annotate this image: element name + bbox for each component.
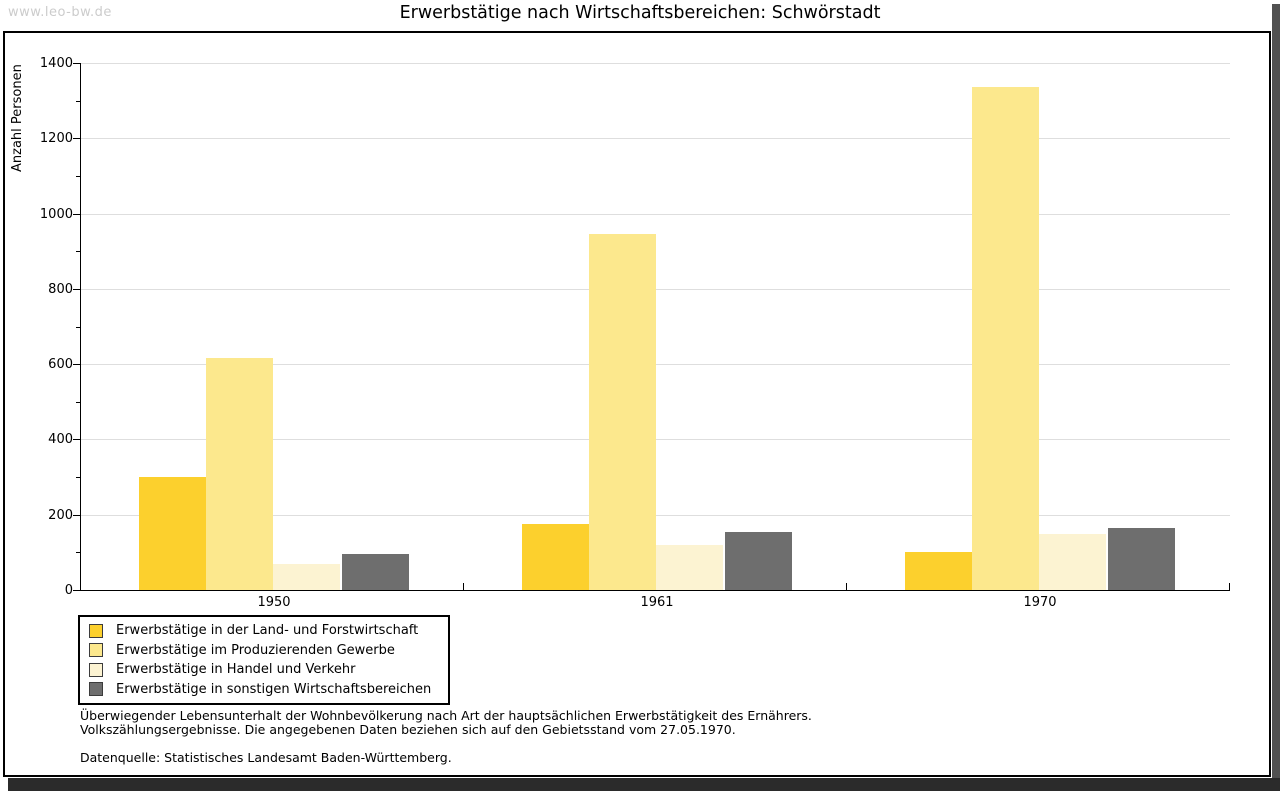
y-tick-label: 200 xyxy=(48,507,73,523)
bar xyxy=(1108,528,1175,590)
bar xyxy=(589,234,656,590)
y-tick xyxy=(76,175,80,177)
y-tick xyxy=(73,63,80,64)
legend-item: Erwerbstätige in Handel und Verkehr xyxy=(89,662,448,677)
legend-item-label: Erwerbstätige im Produzierenden Gewerbe xyxy=(116,642,395,658)
x-category-label: 1961 xyxy=(640,595,674,610)
gridline xyxy=(81,63,1230,64)
bar xyxy=(1039,534,1106,590)
x-tick xyxy=(1229,583,1230,590)
legend-swatch xyxy=(89,662,103,677)
plot-area: 0 200 400 600 800 1000 1200 1400 1950 1961 1970 xyxy=(40,56,1230,610)
page-title: Erwerbstätige nach Wirtschaftsbereichen:… xyxy=(399,3,881,23)
y-tick-label: 0 xyxy=(64,583,73,598)
bar xyxy=(522,524,589,590)
watermark: www.leo-bw.de xyxy=(8,5,112,20)
y-tick xyxy=(76,552,80,554)
bar xyxy=(273,564,340,590)
shadow-right xyxy=(1272,4,1280,791)
shadow-bottom xyxy=(8,778,1280,791)
x-tick xyxy=(846,583,847,590)
y-axis-label: Anzahl Personen xyxy=(10,64,25,172)
y-tick-label: 1000 xyxy=(39,206,73,222)
bar xyxy=(139,477,206,590)
y-tick xyxy=(73,514,80,516)
bar xyxy=(342,554,409,590)
y-tick xyxy=(76,251,80,253)
legend-swatch xyxy=(89,682,103,696)
y-tick xyxy=(73,213,80,215)
y-tick-label: 800 xyxy=(48,281,73,297)
bar xyxy=(725,532,792,590)
y-tick xyxy=(73,439,80,441)
data-source: Datenquelle: Statistisches Landesamt Bad… xyxy=(80,750,452,765)
bar xyxy=(656,545,723,590)
bar xyxy=(206,358,273,590)
y-tick-label: 600 xyxy=(48,357,73,373)
y-tick-label: 400 xyxy=(48,432,73,448)
y-tick xyxy=(76,401,80,403)
bar xyxy=(905,552,972,590)
y-tick xyxy=(73,590,80,591)
footnote-line-2: Volkszählungsergebnisse. Die angegebenen… xyxy=(80,722,736,737)
legend-item: Erwerbstätige in sonstigen Wirtschaftsbe… xyxy=(89,682,448,697)
legend-item-label: Erwerbstätige in der Land- und Forstwirt… xyxy=(116,623,419,638)
bar xyxy=(972,87,1039,590)
y-tick-label: 1200 xyxy=(39,131,73,147)
legend: Erwerbstätige in der Land- und Forstwirt… xyxy=(78,615,450,705)
legend-item: Erwerbstätige in der Land- und Forstwirt… xyxy=(89,623,448,638)
legend-swatch xyxy=(89,623,103,638)
footnote-line-1: Überwiegender Lebensunterhalt der Wohnbe… xyxy=(80,708,812,723)
legend-item: Erwerbstätige im Produzierenden Gewerbe xyxy=(89,643,448,658)
y-tick xyxy=(76,100,80,102)
y-tick xyxy=(73,364,80,366)
legend-item-label: Erwerbstätige in sonstigen Wirtschaftsbe… xyxy=(116,681,432,697)
y-tick xyxy=(76,477,80,479)
y-tick xyxy=(73,138,80,140)
legend-item-label: Erwerbstätige in Handel und Verkehr xyxy=(116,662,356,677)
gridline xyxy=(81,213,1230,215)
gridline xyxy=(81,138,1230,140)
x-category-label: 1970 xyxy=(1023,595,1057,610)
y-tick xyxy=(73,288,80,290)
y-tick-label: 1400 xyxy=(39,56,73,71)
x-category-label: 1950 xyxy=(257,595,291,610)
legend-swatch xyxy=(89,643,103,657)
y-tick xyxy=(76,326,80,328)
x-tick xyxy=(463,583,464,590)
